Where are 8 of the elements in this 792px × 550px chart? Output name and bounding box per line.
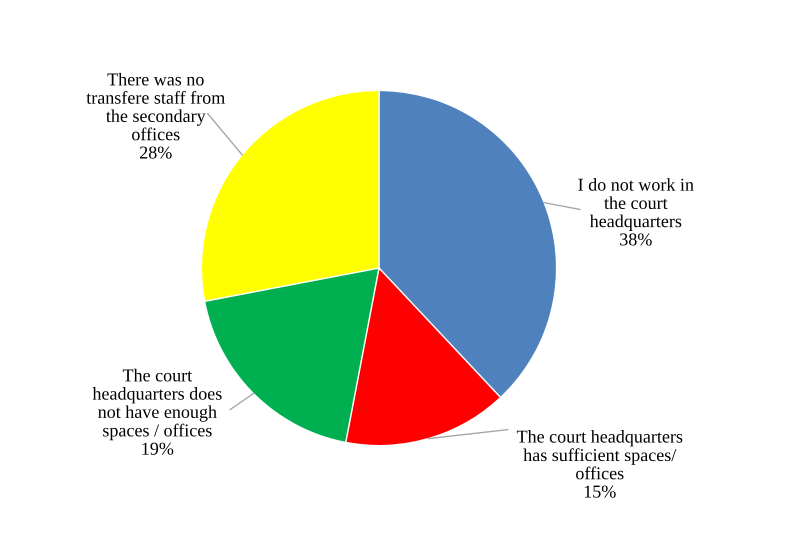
- data-label: 15%: [584, 485, 616, 498]
- slice-label: I do not work in the court headquarters: [578, 178, 694, 231]
- data-label: 19%: [142, 442, 174, 455]
- slice-label: There was no transfere staff from the secondary offices: [86, 72, 225, 140]
- data-label: 28%: [140, 146, 172, 159]
- data-label: 38%: [620, 233, 652, 246]
- slice-label: The court headquarters has sufficient spaces/ offices: [516, 430, 682, 480]
- slice-label: The court headquarters does not have enough spaces / offices: [92, 368, 222, 440]
